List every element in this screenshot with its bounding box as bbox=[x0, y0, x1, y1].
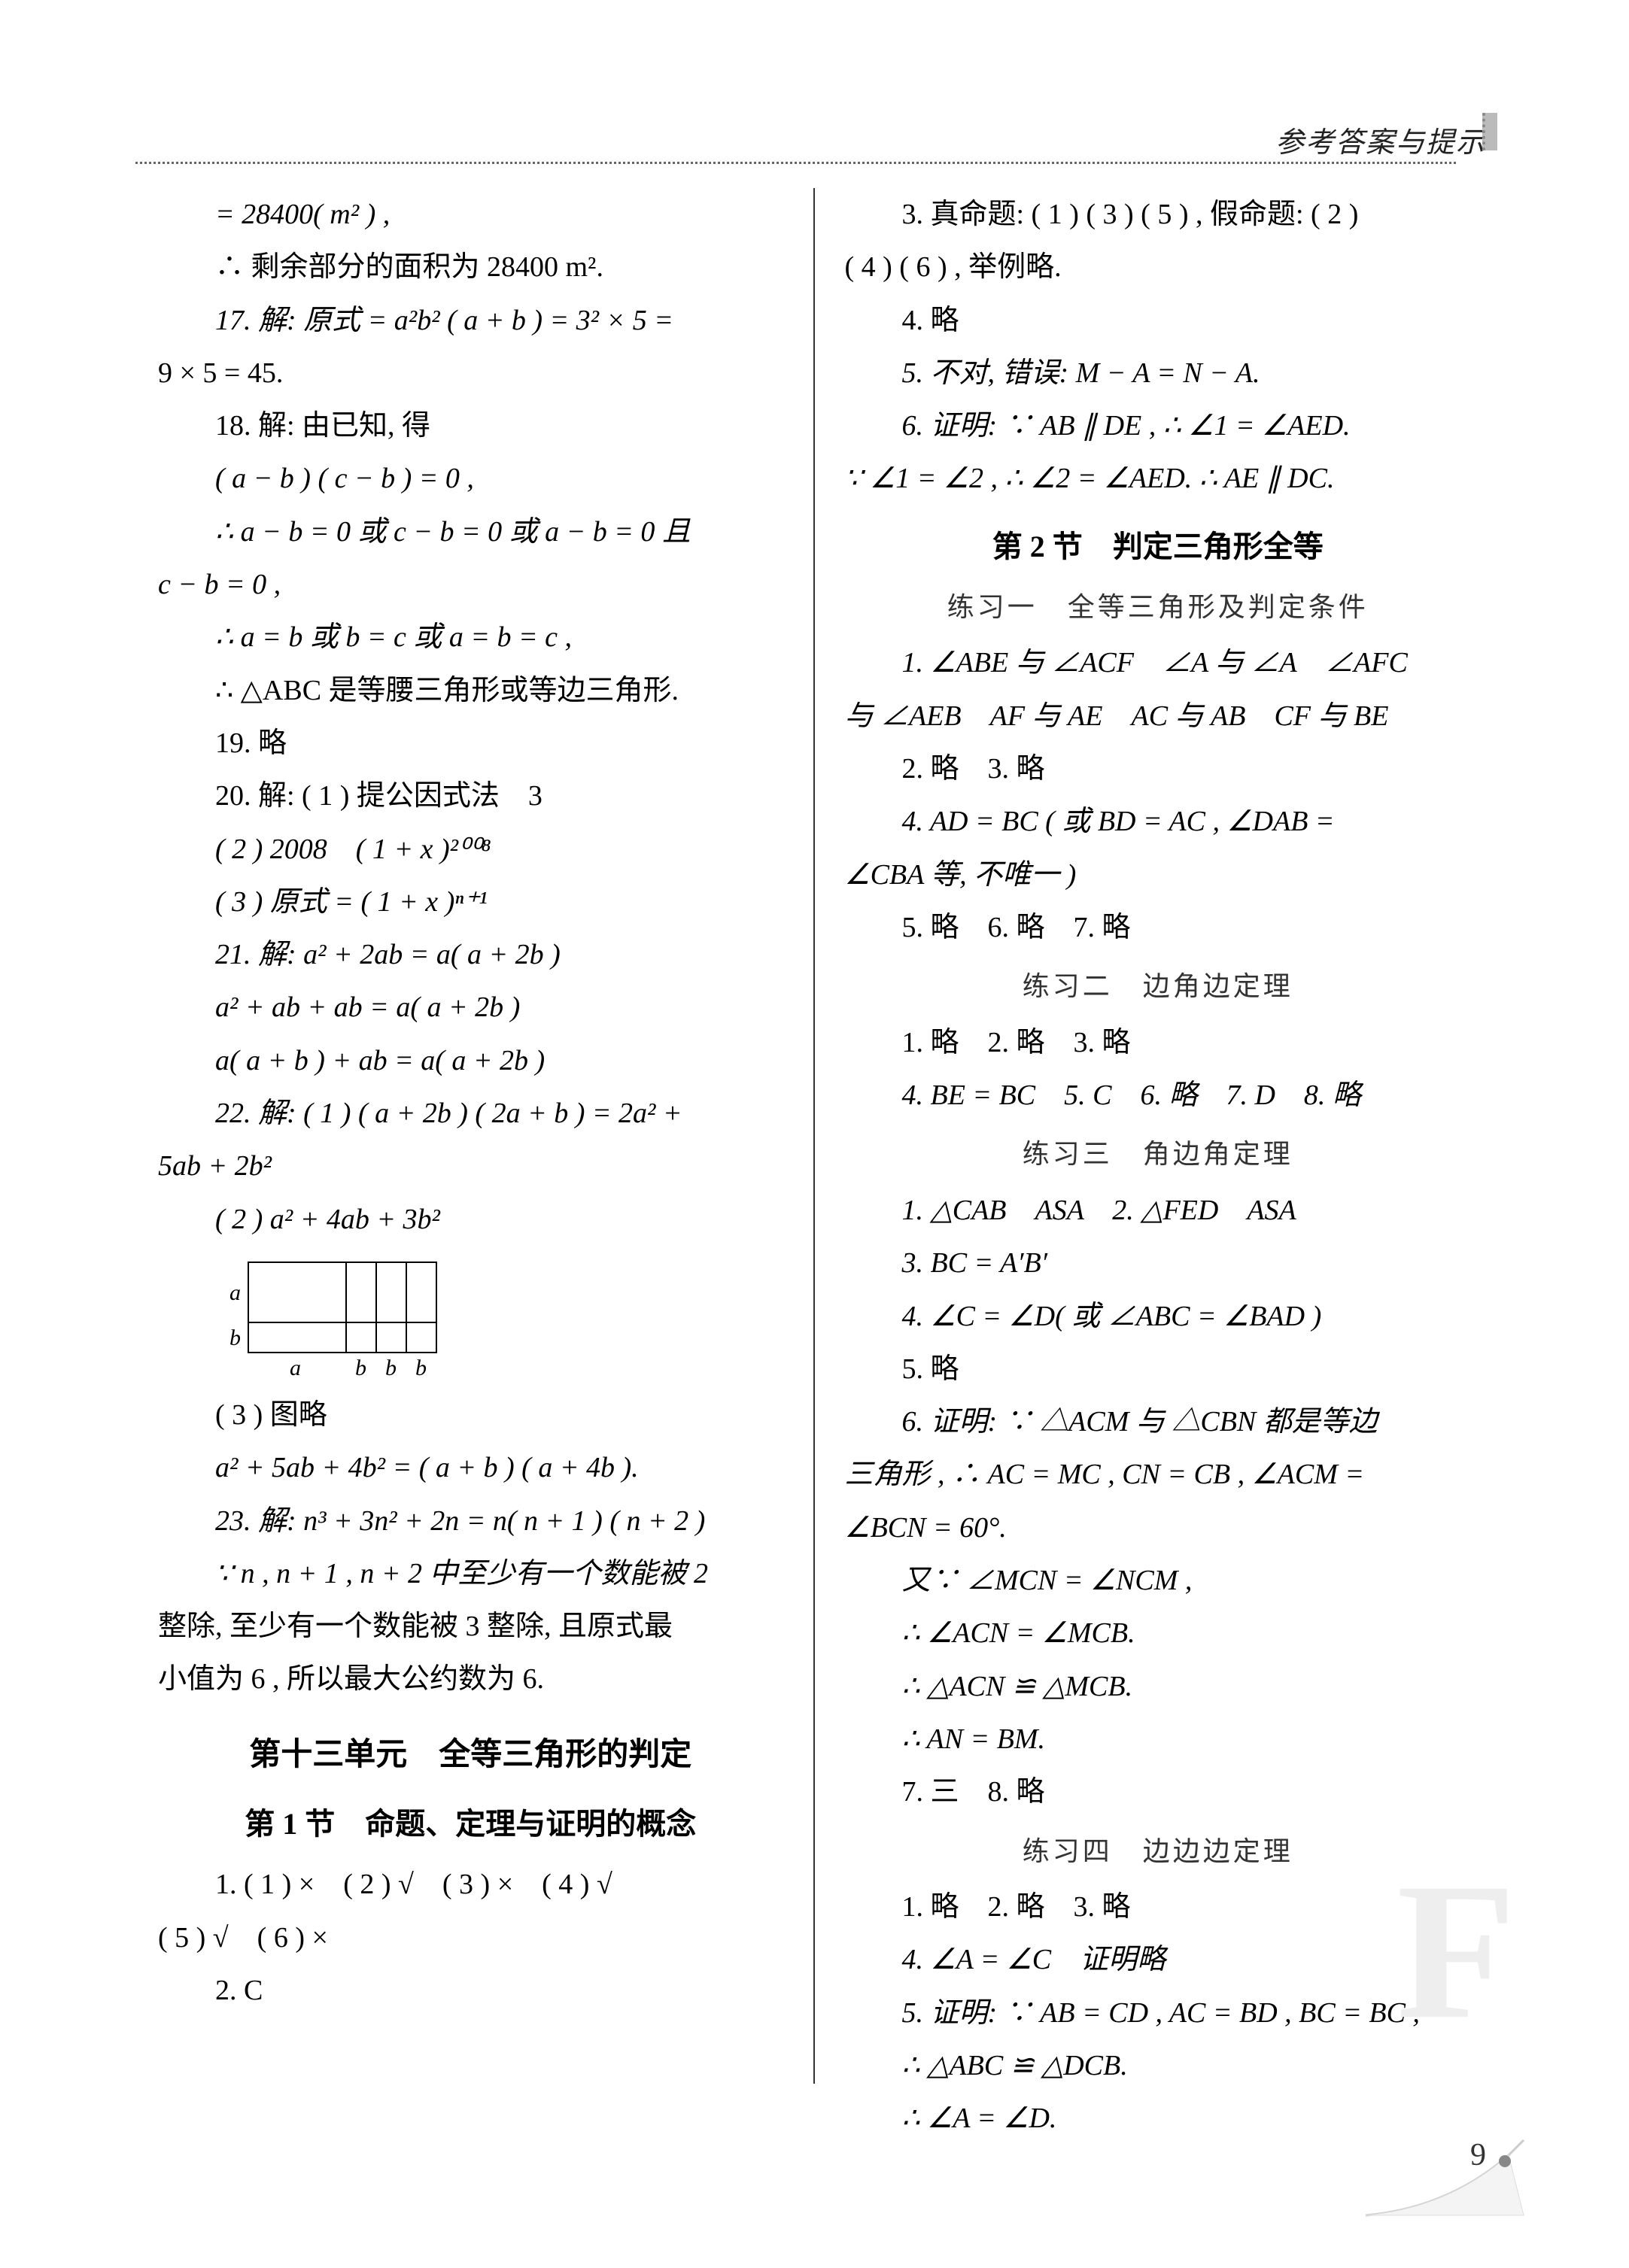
text-line: 5. 证明: ∵ AB = CD , AC = BD , BC = BC , bbox=[845, 1987, 1472, 2039]
practice-title: 练习一 全等三角形及判定条件 bbox=[845, 582, 1472, 633]
text-line: ∴ a = b 或 b = c 或 a = b = c , bbox=[158, 611, 783, 663]
text-line: ( 4 ) ( 6 ) , 举例略. bbox=[845, 241, 1472, 293]
text-line: ∴ △ABC ≌ △DCB. bbox=[845, 2039, 1472, 2092]
header-rule bbox=[135, 162, 1456, 164]
text-line: ( 2 ) a² + 4ab + 3b² bbox=[158, 1193, 783, 1246]
section-title: 第 1 节 命题、定理与证明的概念 bbox=[158, 1796, 783, 1852]
page-curl-icon bbox=[1358, 2133, 1531, 2223]
text-line: 4. 略 bbox=[845, 294, 1472, 347]
text-line: 17. 解: 原式 = a²b² ( a + b ) = 3² × 5 = bbox=[158, 294, 783, 347]
text-line: ( 5 ) √ ( 6 ) × bbox=[158, 1911, 783, 1964]
text-line: a² + ab + ab = a( a + 2b ) bbox=[158, 981, 783, 1034]
text-line: ∴ a − b = 0 或 c − b = 0 或 a − b = 0 且 bbox=[158, 506, 783, 558]
row-label-b: b bbox=[229, 1325, 241, 1350]
text-line: ∵ n , n + 1 , n + 2 中至少有一个数能被 2 bbox=[158, 1547, 783, 1600]
text-line: 三角形 , ∴ AC = MC , CN = CB , ∠ACM = bbox=[845, 1448, 1472, 1501]
col-label-b3: b bbox=[415, 1356, 427, 1380]
text-line: 1. ∠ABE 与 ∠ACF ∠A 与 ∠A ∠AFC bbox=[845, 636, 1472, 689]
left-column: = 28400( m² ) , ∴ 剩余部分的面积为 28400 m². 17.… bbox=[135, 188, 815, 2084]
text-line: 3. 真命题: ( 1 ) ( 3 ) ( 5 ) , 假命题: ( 2 ) bbox=[845, 188, 1472, 241]
text-line: 3. BC = A′B′ bbox=[845, 1237, 1472, 1289]
text-line: 5ab + 2b² bbox=[158, 1140, 783, 1192]
col-label-b2: b bbox=[385, 1356, 397, 1380]
text-line: 5. 略 6. 略 7. 略 bbox=[845, 901, 1472, 954]
col-label-a: a bbox=[290, 1356, 301, 1380]
text-line: ∠BCN = 60°. bbox=[845, 1501, 1472, 1554]
text-line: 1. ( 1 ) × ( 2 ) √ ( 3 ) × ( 4 ) √ bbox=[158, 1858, 783, 1911]
text-line: 与 ∠AEB AF 与 AE AC 与 AB CF 与 BE bbox=[845, 690, 1472, 742]
text-line: 21. 解: a² + 2ab = a( a + 2b ) bbox=[158, 928, 783, 981]
col-label-b1: b bbox=[355, 1356, 366, 1380]
practice-title: 练习三 角边角定理 bbox=[845, 1129, 1472, 1180]
text-line: 4. ∠A = ∠C 证明略 bbox=[845, 1933, 1472, 1986]
text-line: 23. 解: n³ + 3n² + 2n = n( n + 1 ) ( n + … bbox=[158, 1495, 783, 1547]
text-line: ∴ △ACN ≌ △MCB. bbox=[845, 1660, 1472, 1713]
text-line: 6. 证明: ∵ AB ∥ DE , ∴ ∠1 = ∠AED. bbox=[845, 399, 1472, 452]
text-line: 19. 略 bbox=[158, 717, 783, 770]
text-line: a² + 5ab + 4b² = ( a + b ) ( a + 4b ). bbox=[158, 1441, 783, 1494]
text-line: 1. △CAB ASA 2. △FED ASA bbox=[845, 1184, 1472, 1237]
text-line: ∴ 剩余部分的面积为 28400 m². bbox=[158, 241, 783, 293]
text-line: 4. AD = BC ( 或 BD = AC , ∠DAB = bbox=[845, 795, 1472, 848]
right-column: 3. 真命题: ( 1 ) ( 3 ) ( 5 ) , 假命题: ( 2 ) (… bbox=[815, 188, 1494, 2084]
text-line: ∠CBA 等, 不唯一 ) bbox=[845, 849, 1472, 901]
unit-title: 第十三单元 全等三角形的判定 bbox=[158, 1725, 783, 1784]
text-line: 18. 解: 由已知, 得 bbox=[158, 399, 783, 452]
practice-title: 练习四 边边边定理 bbox=[845, 1826, 1472, 1877]
diagram-svg: a b a b b b bbox=[211, 1255, 451, 1383]
text-line: 6. 证明: ∵ △ACM 与 △CBN 都是等边 bbox=[845, 1395, 1472, 1448]
page: 参考答案与提示 F = 28400( m² ) , ∴ 剩余部分的面积为 284… bbox=[0, 0, 1629, 2268]
text-line: ( 3 ) 图略 bbox=[158, 1389, 783, 1441]
text-line: 7. 三 8. 略 bbox=[845, 1766, 1472, 1818]
text-line: 20. 解: ( 1 ) 提公因式法 3 bbox=[158, 770, 783, 822]
text-line: a( a + b ) + ab = a( a + 2b ) bbox=[158, 1034, 783, 1087]
text-line: ∴ △ABC 是等腰三角形或等边三角形. bbox=[158, 664, 783, 717]
text-line: 小值为 6 , 所以最大公约数为 6. bbox=[158, 1653, 783, 1705]
text-line: c − b = 0 , bbox=[158, 558, 783, 611]
text-line: ∵ ∠1 = ∠2 , ∴ ∠2 = ∠AED. ∴ AE ∥ DC. bbox=[845, 452, 1472, 505]
text-line: ∴ ∠ACN = ∠MCB. bbox=[845, 1607, 1472, 1659]
text-line: 5. 不对, 错误: M − A = N − A. bbox=[845, 347, 1472, 399]
content-columns: = 28400( m² ) , ∴ 剩余部分的面积为 28400 m². 17.… bbox=[135, 188, 1494, 2084]
text-line: ( 3 ) 原式 = ( 1 + x )ⁿ⁺¹ bbox=[158, 876, 783, 928]
text-line: 又∵ ∠MCN = ∠NCM , bbox=[845, 1554, 1472, 1607]
grid-diagram: a b a b b b bbox=[211, 1255, 451, 1383]
text-line: 4. BE = BC 5. C 6. 略 7. D 8. 略 bbox=[845, 1069, 1472, 1122]
text-line: 9 × 5 = 45. bbox=[158, 347, 783, 399]
text-line: ∴ AN = BM. bbox=[845, 1713, 1472, 1766]
text-line: ( 2 ) 2008 ( 1 + x )²⁰⁰⁸ bbox=[158, 823, 783, 876]
text-line: 整除, 至少有一个数能被 3 整除, 且原式最 bbox=[158, 1600, 783, 1653]
practice-title: 练习二 边角边定理 bbox=[845, 961, 1472, 1012]
row-label-a: a bbox=[229, 1280, 241, 1305]
header-decor bbox=[1482, 113, 1497, 150]
text-line: 1. 略 2. 略 3. 略 bbox=[845, 1016, 1472, 1069]
text-line: 2. 略 3. 略 bbox=[845, 742, 1472, 795]
text-line: 1. 略 2. 略 3. 略 bbox=[845, 1881, 1472, 1933]
text-line: = 28400( m² ) , bbox=[158, 188, 783, 241]
text-line: 4. ∠C = ∠D( 或 ∠ABC = ∠BAD ) bbox=[845, 1290, 1472, 1343]
text-line: 22. 解: ( 1 ) ( a + 2b ) ( 2a + b ) = 2a²… bbox=[158, 1087, 783, 1140]
section-title: 第 2 节 判定三角形全等 bbox=[845, 519, 1472, 575]
text-line: 2. C bbox=[158, 1964, 783, 2017]
text-line: ( a − b ) ( c − b ) = 0 , bbox=[158, 452, 783, 505]
text-line: 5. 略 bbox=[845, 1343, 1472, 1395]
